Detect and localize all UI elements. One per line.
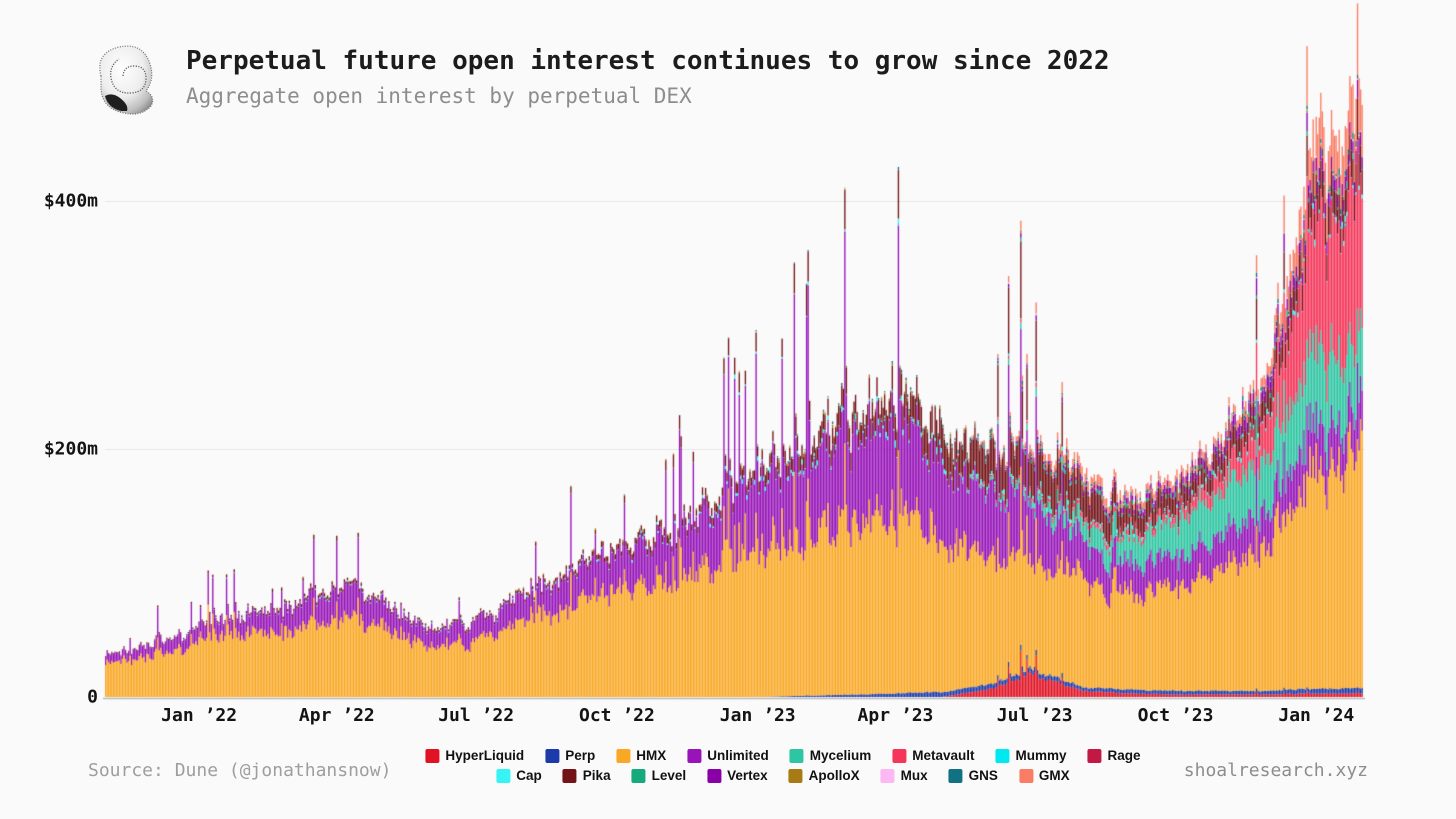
legend-item-gmx: GMX — [1018, 768, 1070, 783]
legend-item-mux: Mux — [880, 768, 928, 783]
legend-swatch — [880, 768, 895, 783]
legend-item-metavault: Metavault — [892, 748, 975, 763]
legend-item-level: Level — [631, 768, 687, 783]
legend-swatch — [562, 768, 577, 783]
legend-row: Cap Pika Level Vertex ApolloX Mux GNS GMX — [496, 768, 1070, 783]
legend-swatch — [788, 768, 803, 783]
chart-legend: HyperLiquid Perp HMX Unlimited Mycelium Metav… — [425, 748, 1141, 783]
legend-label: Cap — [516, 768, 542, 783]
legend-label: Mycelium — [809, 748, 872, 763]
page-title: Perpetual future open interest continues… — [186, 46, 1110, 76]
legend-item-vertex: Vertex — [707, 768, 768, 783]
legend-item-rage: Rage — [1087, 748, 1141, 763]
legend-row: HyperLiquid Perp HMX Unlimited Mycelium Metav… — [425, 748, 1141, 763]
x-axis-label: Apr ’22 — [298, 705, 375, 726]
legend-label: Vertex — [727, 768, 768, 783]
x-axis-label: Oct ’22 — [578, 705, 655, 726]
legend-swatch — [631, 768, 646, 783]
legend-swatch — [1018, 768, 1033, 783]
legend-item-hyperliquid: HyperLiquid — [425, 748, 524, 763]
legend-item-unlimited: Unlimited — [687, 748, 769, 763]
site-watermark: shoalresearch.xyz — [1183, 760, 1368, 781]
legend-label: Rage — [1107, 748, 1141, 763]
legend-label: Mux — [900, 768, 928, 783]
y-axis-label: $400m — [43, 190, 98, 212]
legend-swatch — [707, 768, 722, 783]
x-axis-label: Oct ’23 — [1137, 705, 1214, 726]
x-axis-label: Jan ’23 — [719, 705, 796, 726]
legend-swatch — [545, 748, 560, 763]
legend-swatch — [687, 748, 702, 763]
y-axis-label: $200m — [43, 438, 98, 460]
x-axis-label: Jan ’22 — [161, 705, 238, 726]
x-axis-label: Jan ’24 — [1278, 705, 1355, 726]
legend-label: Perp — [565, 748, 596, 763]
legend-label: ApolloX — [808, 768, 860, 783]
x-axis-label: Jul ’23 — [996, 705, 1073, 726]
legend-item-perp: Perp — [545, 748, 595, 763]
legend-item-apollox: ApolloX — [788, 768, 860, 783]
legend-item-mummy: Mummy — [995, 748, 1067, 763]
page-subtitle: Aggregate open interest by perpetual DEX — [186, 84, 692, 108]
legend-label: GMX — [1038, 768, 1070, 783]
legend-item-gns: GNS — [948, 768, 998, 783]
legend-label: GNS — [968, 768, 998, 783]
x-axis-label: Apr ’23 — [857, 705, 934, 726]
snail-shell-logo — [99, 45, 154, 115]
legend-label: Metavault — [912, 748, 975, 763]
legend-swatch — [948, 768, 963, 783]
legend-swatch — [425, 748, 440, 763]
legend-swatch — [892, 748, 907, 763]
legend-swatch — [1087, 748, 1102, 763]
y-axis-label: 0 — [87, 686, 98, 708]
legend-item-mycelium: Mycelium — [789, 748, 872, 763]
legend-swatch — [995, 748, 1010, 763]
legend-item-cap: Cap — [496, 768, 542, 783]
legend-label: HyperLiquid — [445, 748, 525, 763]
legend-label: Level — [651, 768, 687, 783]
legend-item-pika: Pika — [562, 768, 611, 783]
legend-swatch — [496, 768, 511, 783]
legend-label: Mummy — [1015, 748, 1067, 763]
legend-label: HMX — [636, 748, 667, 763]
legend-label: Pika — [582, 768, 611, 783]
legend-label: Unlimited — [707, 748, 769, 763]
legend-item-hmx: HMX — [616, 748, 666, 763]
source-attribution: Source: Dune (@jonathansnow) — [88, 760, 392, 781]
legend-swatch — [789, 748, 804, 763]
legend-swatch — [616, 748, 631, 763]
x-axis-label: Jul ’22 — [438, 705, 515, 726]
